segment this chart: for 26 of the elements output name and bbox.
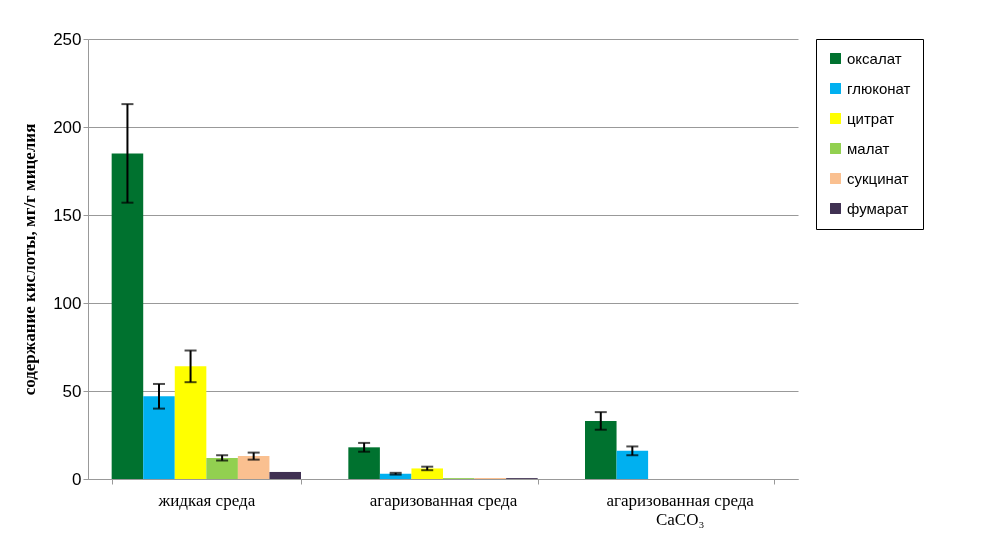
y-tick-label: 250 bbox=[53, 29, 82, 49]
x-tick-label: жидкая среда bbox=[157, 490, 256, 510]
y-tick-label: 50 bbox=[62, 381, 82, 401]
legend-label: малат bbox=[847, 139, 890, 157]
y-tick-label: 200 bbox=[53, 117, 82, 137]
bar bbox=[616, 450, 649, 479]
legend-label: оксалат bbox=[847, 49, 902, 67]
legend-label: сукцинат bbox=[847, 169, 909, 187]
legend-label: цитрат bbox=[847, 109, 895, 127]
y-tick-label: 150 bbox=[53, 205, 82, 225]
bar bbox=[111, 153, 144, 479]
bar bbox=[174, 366, 207, 479]
legend-label: глюконат bbox=[847, 79, 911, 97]
bar bbox=[143, 396, 175, 479]
legend-label: фумарат bbox=[847, 199, 909, 217]
bar bbox=[237, 456, 270, 479]
bar bbox=[206, 457, 238, 479]
bar bbox=[411, 468, 443, 479]
y-tick-label: 0 bbox=[72, 469, 82, 489]
bar bbox=[585, 420, 617, 479]
x-tick-label: агаризованная среда СаСО₃ bbox=[606, 490, 755, 529]
bar bbox=[348, 447, 380, 479]
y-axis-title: содержание кислоты, мг/г мицелия bbox=[20, 123, 40, 396]
x-tick-label: агаризованная среда bbox=[369, 490, 518, 510]
bar bbox=[269, 471, 301, 479]
y-tick-label: 100 bbox=[53, 293, 82, 313]
